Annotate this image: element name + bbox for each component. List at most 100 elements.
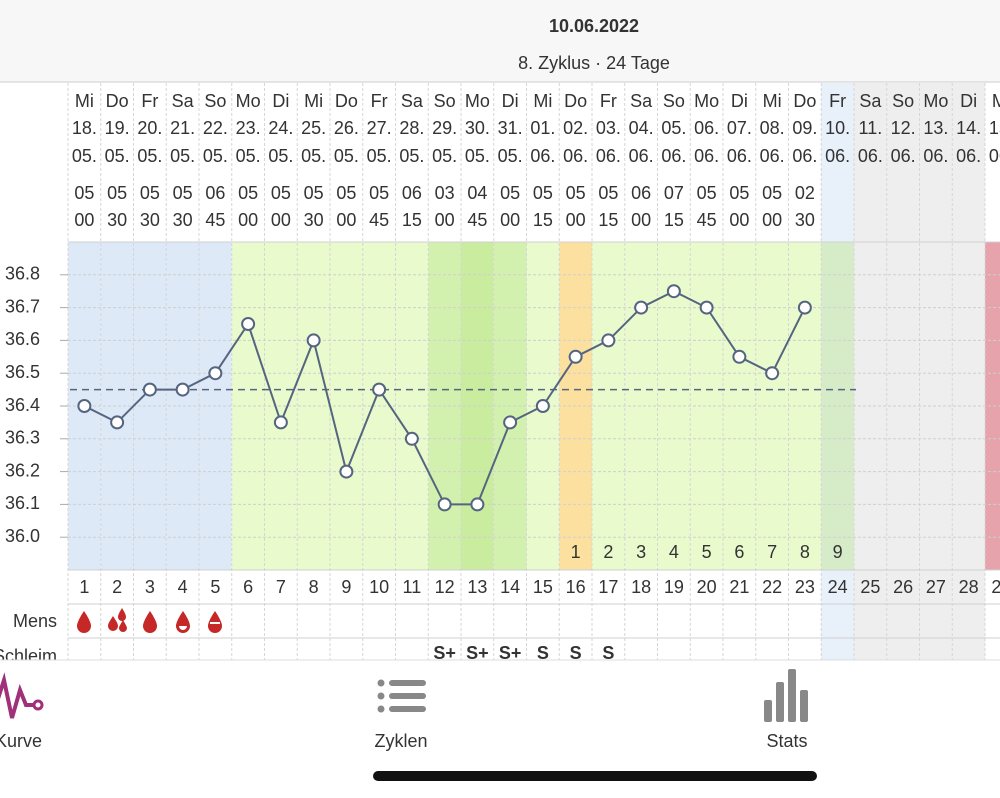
temperature-point[interactable] (666, 284, 681, 299)
post-ovulation-day: 3 (636, 542, 646, 562)
time-minute: 15 (664, 210, 684, 230)
y-tick-label: 36.1 (5, 493, 40, 513)
weekday: Do (335, 91, 358, 111)
temperature-point[interactable] (535, 399, 550, 413)
time-hour: 05 (74, 183, 94, 203)
cycle-day: 20 (697, 577, 717, 597)
kurve-icon-dot[interactable] (32, 699, 44, 711)
month: 05. (301, 146, 326, 166)
month: 05. (367, 146, 392, 166)
month: 06. (760, 146, 785, 166)
time-minute: 00 (336, 210, 356, 230)
weekday: Di (502, 91, 519, 111)
date: 29. (432, 118, 457, 138)
month: 06. (989, 146, 1000, 166)
weekday: Mi (992, 91, 1000, 111)
temperature-point[interactable] (306, 333, 321, 348)
temperature-point[interactable] (241, 317, 256, 331)
time-hour: 05 (271, 183, 291, 203)
tab-label[interactable]: Zyklen (374, 731, 427, 751)
time-minute: 45 (205, 210, 225, 230)
cycle-day: 12 (435, 577, 455, 597)
weekday: Fr (600, 91, 617, 111)
month: 06. (923, 146, 948, 166)
time-hour: 06 (631, 183, 651, 203)
subtitle: 8. Zyklus · 24 Tage (518, 53, 670, 73)
date: 15. (989, 118, 1000, 138)
cycle-day: 8 (309, 577, 319, 597)
post-ovulation-day: 4 (669, 542, 679, 562)
temperature-point[interactable] (372, 382, 387, 397)
drop-icon (176, 611, 190, 633)
month: 05. (399, 146, 424, 166)
temperature-point[interactable] (503, 415, 518, 430)
tab-label[interactable]: Stats (766, 731, 807, 751)
cycle-day: 28 (959, 577, 979, 597)
temperature-point[interactable] (175, 382, 190, 397)
cycle-day: 6 (243, 577, 253, 597)
drop-icon (143, 611, 157, 633)
post-ovulation-day: 5 (702, 542, 712, 562)
date: 22. (203, 118, 228, 138)
temperature-point[interactable] (404, 431, 419, 446)
y-tick-label: 36.7 (5, 296, 40, 316)
temperature-point[interactable] (273, 415, 288, 430)
date: 25. (301, 118, 326, 138)
month: 05. (170, 146, 195, 166)
weekday: Di (960, 91, 977, 111)
month: 05. (498, 146, 523, 166)
weekday: Mo (465, 91, 490, 111)
weekday: Fr (141, 91, 158, 111)
temperature-point[interactable] (110, 415, 125, 430)
temperature-point[interactable] (601, 333, 616, 348)
weekday: Mo (236, 91, 261, 111)
temperature-point[interactable] (142, 382, 157, 397)
kurve-icon[interactable] (0, 672, 34, 719)
month: 05. (432, 146, 457, 166)
date: 27. (367, 118, 392, 138)
temperature-point[interactable] (634, 300, 649, 315)
temperature-point[interactable] (797, 300, 812, 315)
temperature-point[interactable] (437, 497, 452, 512)
row-label: Mens (13, 611, 57, 631)
temperature-point[interactable] (470, 497, 485, 512)
time-minute: 00 (631, 210, 651, 230)
date: 31. (498, 118, 523, 138)
time-hour: 05 (697, 183, 717, 203)
temperature-point[interactable] (208, 366, 223, 381)
date: 13. (923, 118, 948, 138)
weekday: Fr (371, 91, 388, 111)
time-minute: 30 (140, 210, 160, 230)
temperature-point[interactable] (77, 399, 92, 413)
weekday: Do (106, 91, 129, 111)
month: 05. (203, 146, 228, 166)
time-hour: 06 (205, 183, 225, 203)
time-hour: 02 (795, 183, 815, 203)
stats-icon[interactable] (764, 669, 808, 722)
zyklen-icon[interactable] (377, 679, 427, 713)
temperature-point[interactable] (732, 349, 747, 364)
header-bg (0, 0, 1000, 82)
date: 24. (268, 118, 293, 138)
time-hour: 07 (664, 183, 684, 203)
temperature-point[interactable] (765, 366, 780, 381)
temperature-point[interactable] (699, 300, 714, 315)
drop-icon (108, 608, 127, 632)
time-minute: 45 (369, 210, 389, 230)
chart-column-bg (985, 242, 1000, 570)
schleim-mark: S (537, 643, 549, 663)
cycle-day: 2 (112, 577, 122, 597)
weekday: Sa (401, 91, 424, 111)
schleim-mark: S+ (499, 643, 522, 663)
mens-icons (77, 608, 222, 633)
post-ovulation-day: 6 (734, 542, 744, 562)
date: 01. (530, 118, 555, 138)
date: 14. (956, 118, 981, 138)
temperature-point[interactable] (339, 464, 354, 479)
temperature-point[interactable] (568, 349, 583, 364)
weekday: Mi (75, 91, 94, 111)
cycle-day: 19 (664, 577, 684, 597)
weekday: Mi (533, 91, 552, 111)
tab-label[interactable]: Kurve (0, 731, 42, 751)
time-hour: 05 (107, 183, 127, 203)
